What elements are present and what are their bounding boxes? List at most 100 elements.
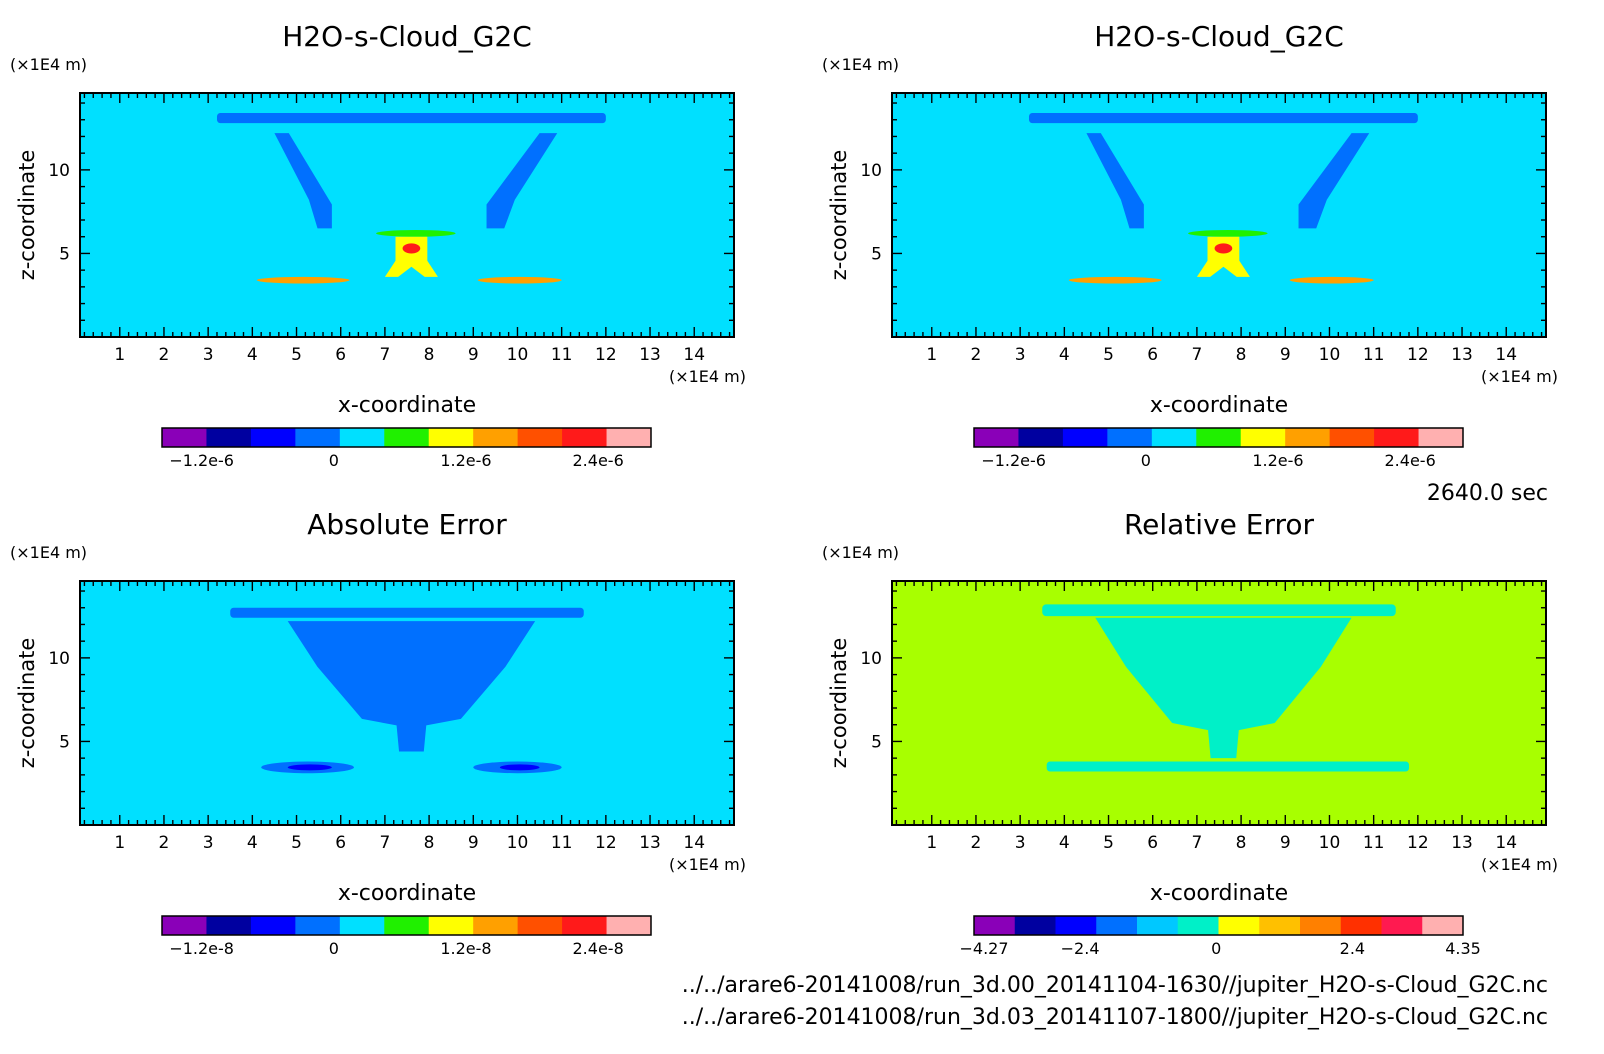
x-tick-label: 9 xyxy=(1280,345,1291,365)
feature-left_arm xyxy=(1086,133,1144,229)
feature-funnel xyxy=(1095,617,1352,759)
y-tick-label: 10 xyxy=(48,649,70,669)
x-tick-label: 1 xyxy=(114,345,125,365)
heatmap-features xyxy=(1028,113,1418,284)
y-tick-label: 5 xyxy=(871,244,882,264)
feature-left_arm xyxy=(274,133,332,229)
x-unit-label: (×1E4 m) xyxy=(669,855,746,874)
colorbar-tick-label: −1.2e-6 xyxy=(981,451,1046,470)
x-ticks xyxy=(895,581,1543,825)
colorbar-swatch xyxy=(1374,428,1420,447)
x-tick-label: 5 xyxy=(291,833,302,853)
x-tick-label: 13 xyxy=(639,833,661,853)
colorbar-swatch xyxy=(473,916,519,935)
colorbar-swatch xyxy=(250,916,296,935)
colorbar-swatch xyxy=(473,428,519,447)
y-axis-label: z-coordinate xyxy=(15,150,39,281)
plot-frame xyxy=(79,580,735,826)
time-label: 2640.0 sec xyxy=(1427,481,1548,506)
feature-core_top xyxy=(376,230,456,237)
y-tick-label: 5 xyxy=(59,244,70,264)
x-tick-label: 6 xyxy=(335,345,346,365)
x-tick-label: 5 xyxy=(1103,833,1114,853)
colorbar-frame xyxy=(161,915,652,936)
feature-core xyxy=(1196,236,1250,277)
x-tick-label: 6 xyxy=(1147,345,1158,365)
feature-core_center xyxy=(1214,243,1233,254)
colorbar-swatch xyxy=(384,428,430,447)
y-tick-label: 10 xyxy=(860,161,882,181)
x-tick-label: 9 xyxy=(468,833,479,853)
x-tick-label: 8 xyxy=(424,345,435,365)
plot-frame xyxy=(79,92,735,338)
y-ticks xyxy=(892,102,1546,338)
colorbar-swatch xyxy=(1137,916,1179,935)
x-unit-label: (×1E4 m) xyxy=(1481,855,1558,874)
colorbar: −1.2e-6 0 1.2e-6 2.4e-6 xyxy=(161,427,652,470)
colorbar-swatch xyxy=(517,916,563,935)
colorbar-tick-label: −1.2e-6 xyxy=(169,451,234,470)
colorbar-swatch xyxy=(1340,916,1382,935)
feature-right_lobe xyxy=(1289,276,1374,284)
colorbar-swatch xyxy=(384,916,430,935)
y-ticks xyxy=(80,102,734,338)
colorbar-tick-label: 2.4e-8 xyxy=(573,939,624,958)
x-ticks xyxy=(83,93,731,337)
feature-right_arm xyxy=(486,133,558,229)
x-tick-label: 5 xyxy=(291,345,302,365)
x-tick-label: 7 xyxy=(1191,345,1202,365)
x-tick-label: 11 xyxy=(551,833,573,853)
colorbar-swatch xyxy=(295,916,341,935)
colorbar-swatch xyxy=(1062,428,1108,447)
colorbar: −4.27 −2.4 0 2.4 4.35 xyxy=(959,915,1481,958)
y-tick-label: 10 xyxy=(860,649,882,669)
x-tick-label: 9 xyxy=(1280,833,1291,853)
feature-left_lobe xyxy=(1068,276,1162,284)
feature-core_top xyxy=(1188,230,1268,237)
chart-title: H2O-s-Cloud_G2C xyxy=(282,20,532,53)
colorbar-swatch xyxy=(1240,428,1286,447)
colorbar-swatch xyxy=(1018,428,1064,447)
colorbar-tick-label: 4.35 xyxy=(1445,939,1481,958)
x-tick-label: 2 xyxy=(971,345,982,365)
colorbar-frame xyxy=(161,427,652,448)
feature-anvil_bar xyxy=(1042,604,1396,617)
feature-left_lobe xyxy=(256,276,350,284)
x-tick-label: 11 xyxy=(1363,833,1385,853)
heatmap-features xyxy=(216,113,606,284)
colorbar-tick-label: 2.4 xyxy=(1340,939,1365,958)
x-axis-label: x-coordinate xyxy=(1150,393,1288,418)
colorbar-tick-label: 0 xyxy=(1141,451,1151,470)
colorbar-tick-label: 0 xyxy=(329,451,339,470)
colorbar-tick-label: −4.27 xyxy=(959,939,1008,958)
x-tick-label: 10 xyxy=(1319,833,1341,853)
x-tick-label: 10 xyxy=(1319,345,1341,365)
colorbar-tick-label: 1.2e-6 xyxy=(1252,451,1303,470)
x-tick-label: 13 xyxy=(639,345,661,365)
chart-panel-2: H2O-s-Cloud_G2C(×1E4 m)1 2 3 4 5 6 7 8 9 10 11 12 13… xyxy=(822,20,1558,470)
feature-funnel xyxy=(287,621,536,752)
x-axis-label: x-coordinate xyxy=(338,393,476,418)
colorbar-swatch xyxy=(1422,916,1464,935)
colorbar-swatch xyxy=(339,428,385,447)
plot-frame xyxy=(891,580,1547,826)
file-line-1: ../../arare6-20141008/run_3d.00_20141104… xyxy=(682,973,1548,998)
x-tick-label: 14 xyxy=(683,345,705,365)
plot-area xyxy=(80,93,734,337)
x-axis-label: x-coordinate xyxy=(338,881,476,906)
chart-title: Absolute Error xyxy=(307,508,507,541)
x-tick-label: 1 xyxy=(926,833,937,853)
x-tick-label: 5 xyxy=(1103,345,1114,365)
colorbar-frame xyxy=(973,915,1464,936)
chart-title: H2O-s-Cloud_G2C xyxy=(1094,20,1344,53)
x-tick-label: 8 xyxy=(424,833,435,853)
colorbar-swatch xyxy=(1418,428,1464,447)
x-ticks xyxy=(895,93,1543,337)
colorbar-tick-label: 0 xyxy=(1211,939,1221,958)
colorbar-swatch xyxy=(206,916,252,935)
colorbar-swatch xyxy=(1107,428,1153,447)
colorbar-tick-label: 1.2e-8 xyxy=(440,939,491,958)
feature-anvil_bar xyxy=(216,113,606,124)
colorbar-swatch xyxy=(1196,428,1242,447)
